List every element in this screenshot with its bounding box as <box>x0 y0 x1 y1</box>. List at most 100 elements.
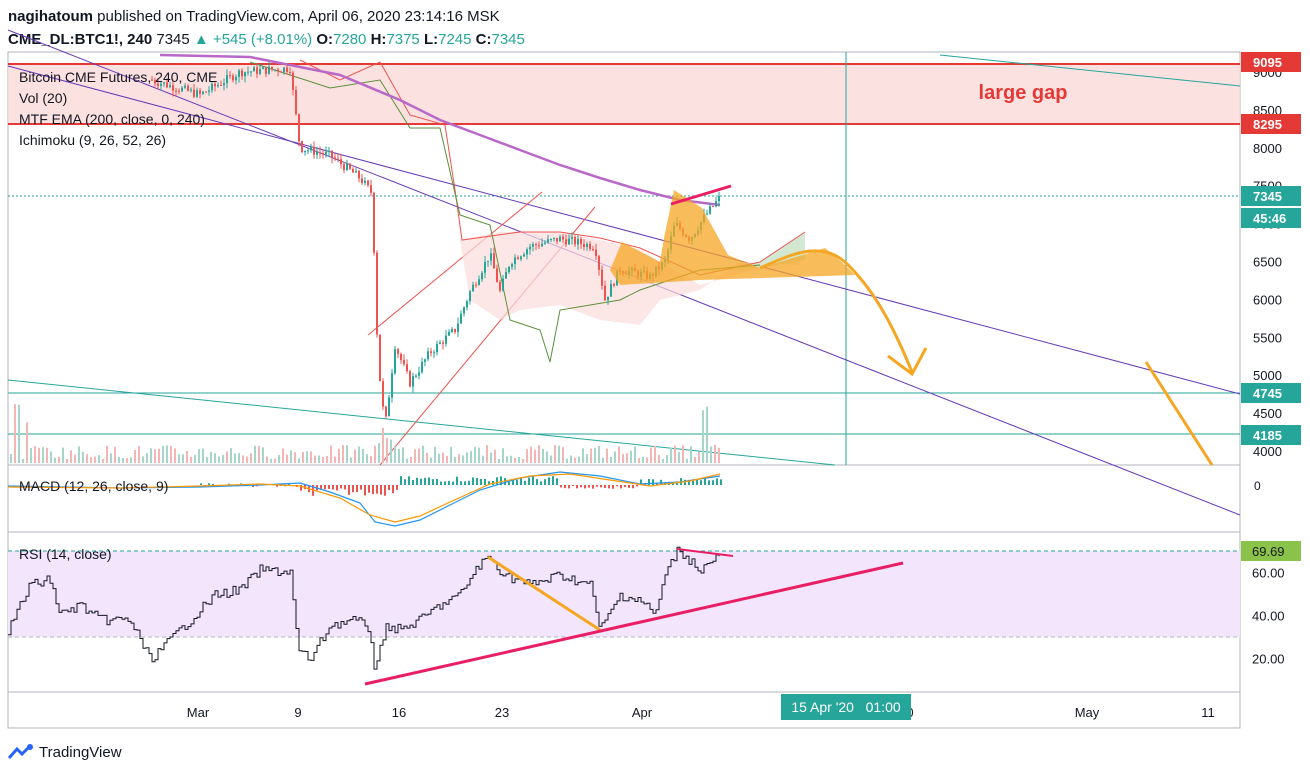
price-tick-5000: 5000 <box>1253 368 1282 383</box>
macd-hist-bar <box>212 483 214 485</box>
candle-body <box>592 248 594 250</box>
candle-body <box>541 243 543 247</box>
macd-hist-bar <box>652 479 654 485</box>
candle-body <box>310 146 312 151</box>
macd-hist-bar <box>588 485 590 488</box>
candle-body <box>358 170 360 179</box>
macd-hist-bar <box>452 481 454 485</box>
candle-body <box>418 372 420 376</box>
volume-bar <box>110 453 112 463</box>
candle-body <box>598 256 600 270</box>
volume-bar <box>414 449 416 463</box>
candle-body <box>433 352 435 354</box>
candle-body <box>505 271 507 279</box>
macd-hist-bar <box>568 485 570 489</box>
ichimoku-cloud-green <box>700 232 805 272</box>
candle-body <box>154 80 156 84</box>
volume-bar <box>198 449 200 463</box>
volume-bar <box>562 447 564 463</box>
candle-body <box>403 360 405 365</box>
macd-hist-bar <box>700 480 702 485</box>
rsi-title[interactable]: RSI (14, close) <box>19 546 112 562</box>
candle-body <box>532 244 534 247</box>
volume-bar <box>178 454 180 463</box>
volume-bar <box>482 455 484 463</box>
candle-body <box>277 69 279 72</box>
macd-hist-bar <box>412 480 414 485</box>
volume-bar <box>350 457 352 463</box>
macd-hist-bar <box>480 479 482 485</box>
macd-hist-bar <box>360 485 362 490</box>
legend-ichimoku[interactable]: Ichimoku (9, 26, 52, 26) <box>19 132 166 148</box>
macd-signal-line <box>7 473 721 523</box>
candle-body <box>436 343 438 353</box>
volume-bar <box>106 445 108 463</box>
candle-body <box>589 243 591 249</box>
volume-bar <box>314 455 316 463</box>
volume-bar <box>438 453 440 463</box>
orange-down-line <box>1144 361 1214 466</box>
tradingview-logo-icon[interactable] <box>8 744 34 760</box>
macd-hist-bar <box>564 485 566 489</box>
green-trendline-top <box>939 54 1241 87</box>
candle-body <box>343 164 345 171</box>
macd-hist-bar <box>716 478 718 485</box>
macd-hist-bar <box>508 481 510 485</box>
candle-body <box>412 376 414 387</box>
macd-hist-bar <box>392 485 394 494</box>
macd-hist-bar <box>608 485 610 489</box>
macd-hist-bar <box>484 478 486 485</box>
macd-hist-bar <box>336 485 338 491</box>
legend-ema[interactable]: MTF EMA (200, close, 0, 240) <box>19 111 205 127</box>
volume-bar <box>550 455 552 463</box>
volume-bar <box>18 404 20 463</box>
volume-bar <box>586 454 588 463</box>
legend-vol[interactable]: Vol (20) <box>19 90 67 106</box>
macd-hist-bar <box>200 483 202 485</box>
volume-bar <box>290 450 292 463</box>
candle-body <box>361 178 363 184</box>
macd-hist-bar <box>620 485 622 489</box>
volume-bar <box>518 456 520 463</box>
candle-body <box>316 152 318 155</box>
macd-hist-bar <box>460 481 462 485</box>
macd-hist-bar <box>488 481 490 485</box>
volume-bar <box>370 455 372 463</box>
candle-body <box>157 83 159 86</box>
legend-title[interactable]: Bitcoin CME Futures, 240, CME <box>19 69 217 85</box>
author-name[interactable]: nagihatoum <box>8 8 93 25</box>
price-change: ▲ +545 (+8.01%) <box>193 31 313 48</box>
volume-bar <box>622 453 624 463</box>
candle-body <box>391 373 393 398</box>
volume-bar <box>566 458 568 463</box>
candle-body <box>595 249 597 257</box>
macd-hist-bar <box>376 485 378 494</box>
macd-hist-bar <box>468 480 470 485</box>
candle-body <box>442 342 444 344</box>
macd-hist-bar <box>372 485 374 495</box>
volume-bar <box>94 456 96 463</box>
tradingview-brand[interactable]: TradingView <box>39 743 122 761</box>
time-axis[interactable]: Mar91623Apr0May11 <box>187 705 1215 720</box>
volume-bar <box>286 454 288 463</box>
candle-body <box>211 83 213 91</box>
macd-hist-bar <box>324 485 326 490</box>
volume-bar <box>534 449 536 463</box>
candle-body <box>427 351 429 360</box>
macd-hist-bar <box>208 483 210 485</box>
rsi-line <box>8 546 720 670</box>
macd-title[interactable]: MACD (12, 26, close, 9) <box>19 478 168 494</box>
volume-bar <box>522 458 524 463</box>
crosshair-time-label: 15 Apr '20 01:00 <box>791 699 901 715</box>
volume-bar <box>310 451 312 463</box>
price-badge-text-4: 4745 <box>1253 386 1282 401</box>
volume-bar <box>646 457 648 463</box>
time-label-2: 16 <box>392 705 406 720</box>
volume-bar <box>158 448 160 463</box>
volume-bar <box>610 456 612 463</box>
time-label-3: 23 <box>495 705 509 720</box>
macd-hist-bar <box>348 485 350 495</box>
candle-body <box>241 70 243 77</box>
orange-projection <box>759 249 914 373</box>
